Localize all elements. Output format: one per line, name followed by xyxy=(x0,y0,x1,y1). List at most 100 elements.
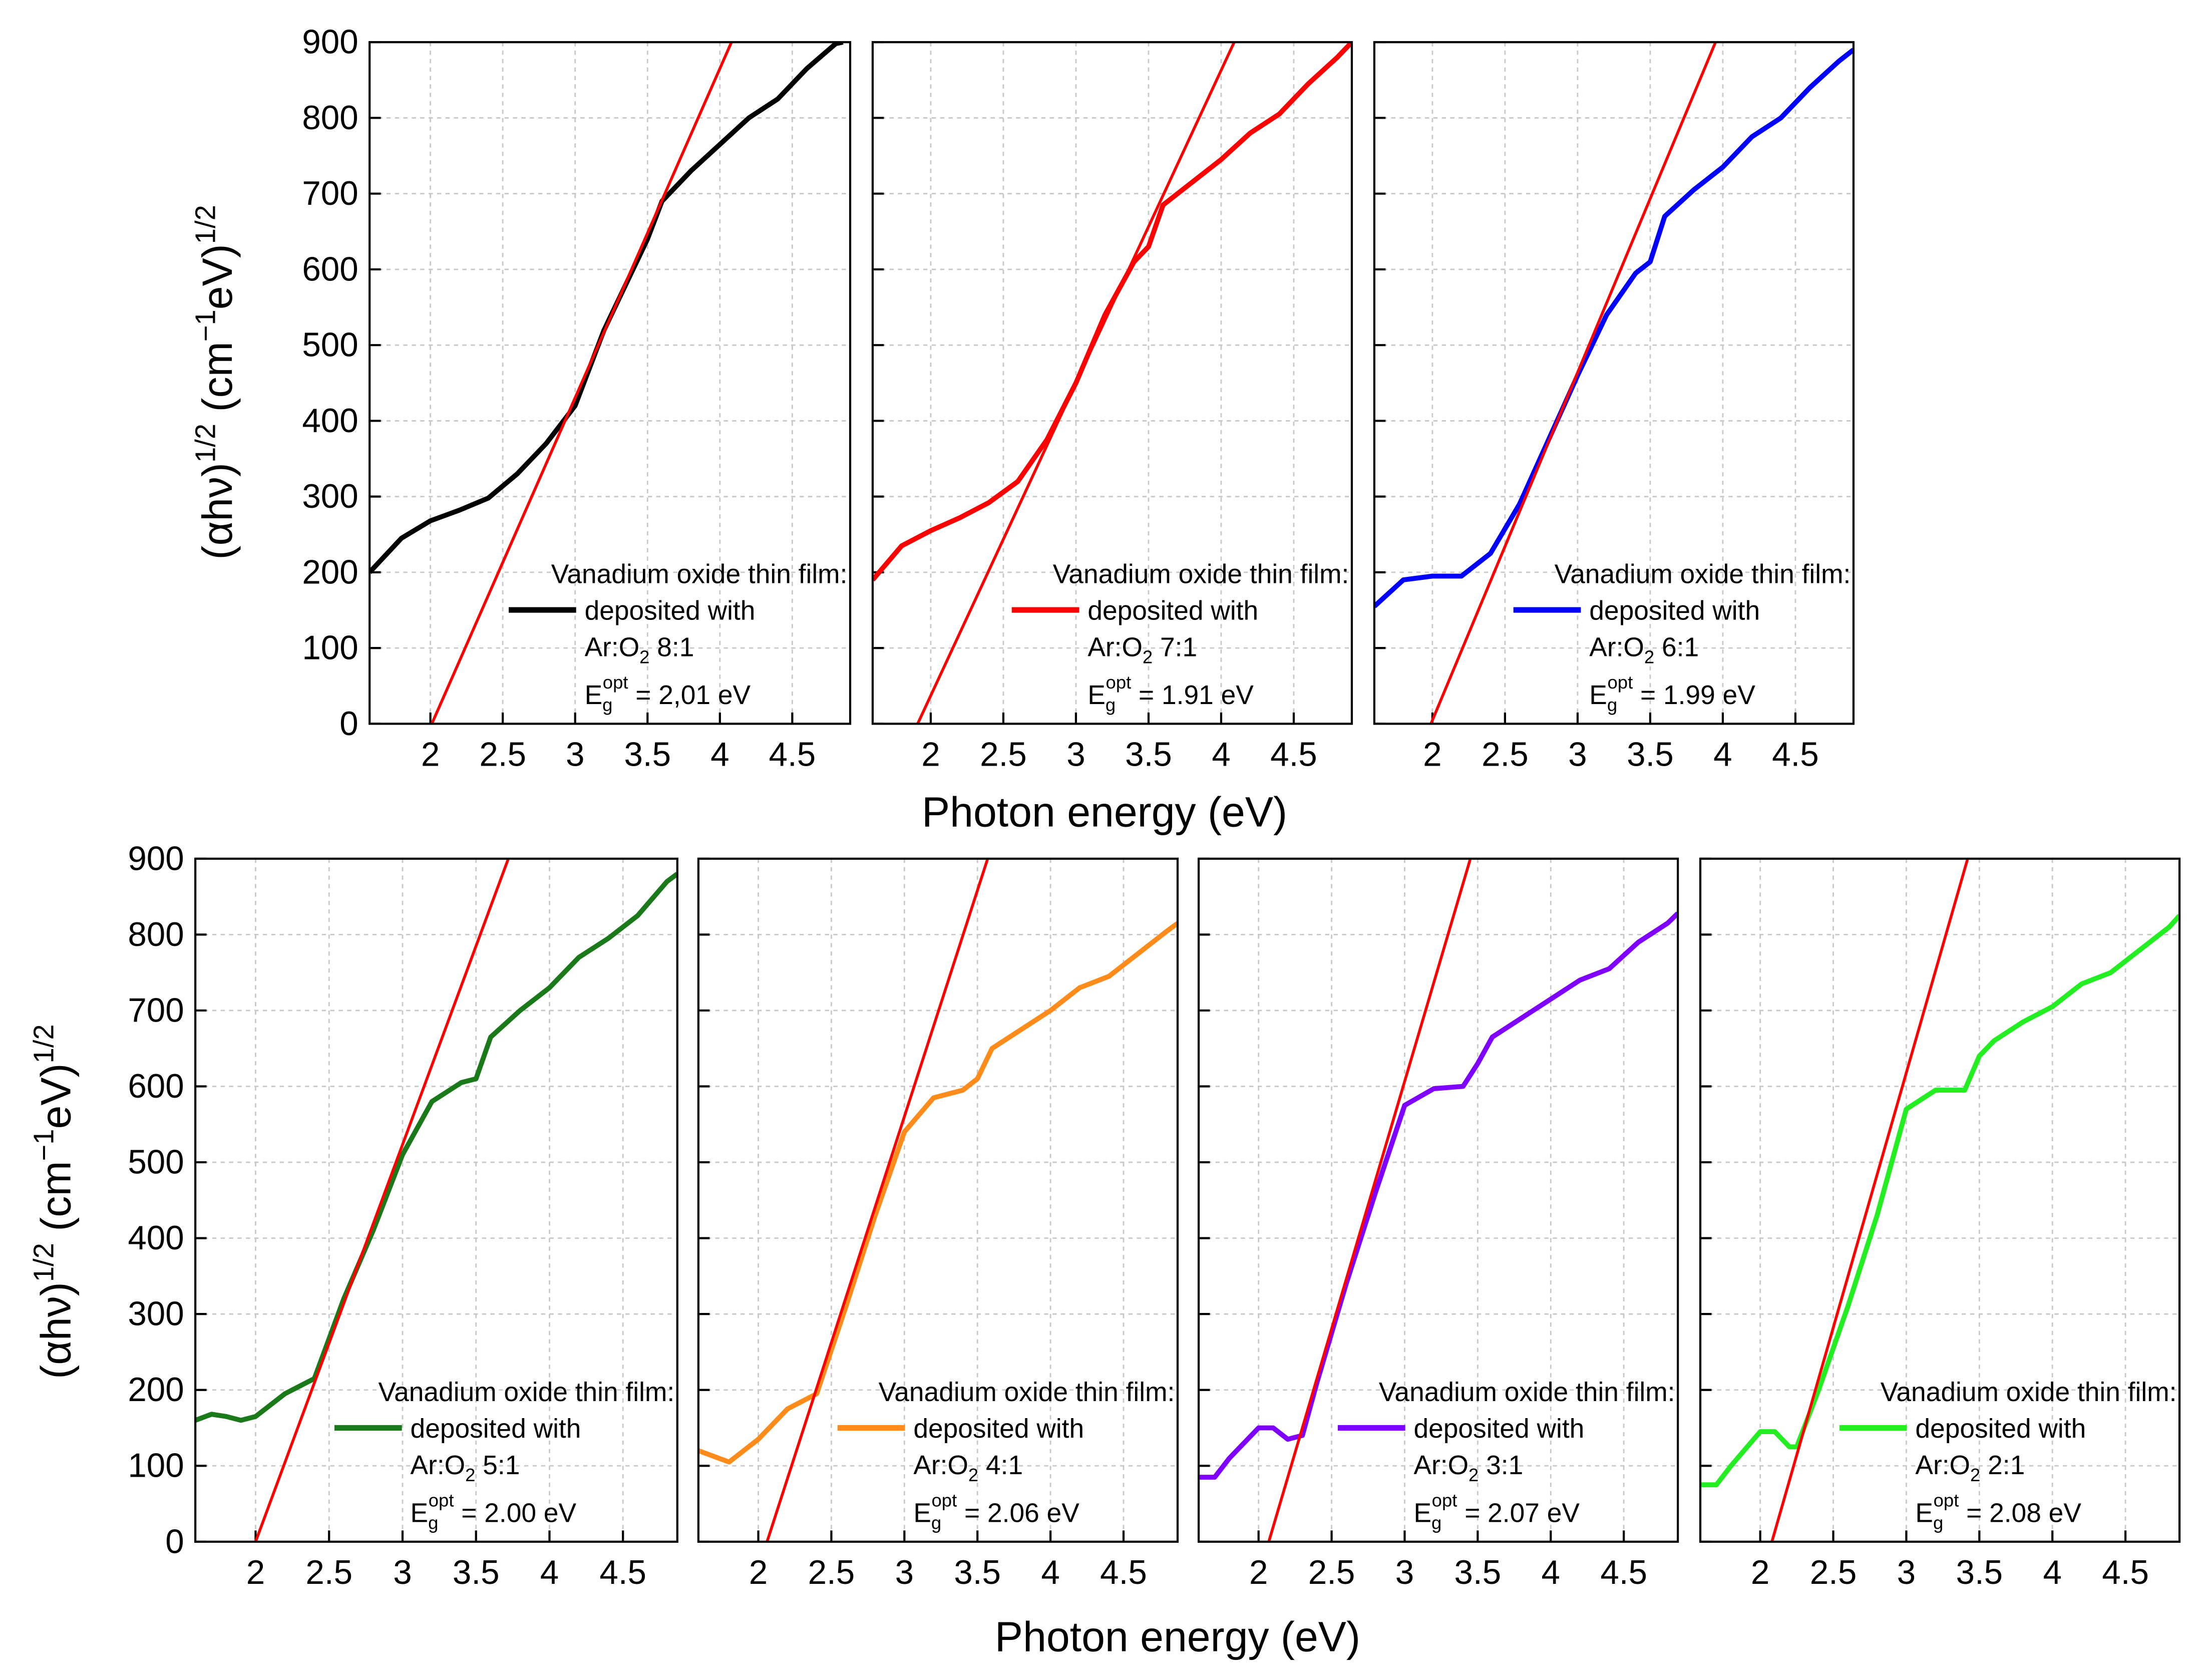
x-tick-label: 3.5 xyxy=(453,1554,500,1591)
x-tick-label: 3 xyxy=(566,736,584,774)
frame xyxy=(1699,857,2181,1543)
x-tick-label: 3.5 xyxy=(1125,736,1172,774)
legend-title: Vanadium oxide thin film: xyxy=(379,1378,675,1407)
annotation-part: opt xyxy=(932,1490,957,1511)
x-tick-label: 2 xyxy=(421,736,440,774)
x-tick-label: 3 xyxy=(895,1554,914,1591)
legend-text-part: 2 xyxy=(639,647,649,667)
legend-text-part: 2 xyxy=(1469,1465,1479,1485)
legend-text-part: Ar:O xyxy=(585,633,640,662)
annotation-part: E xyxy=(1087,681,1106,710)
x-tick-label: 2 xyxy=(1423,736,1441,774)
legend-title: Vanadium oxide thin film: xyxy=(879,1378,1175,1407)
legend-text-part: Ar:O xyxy=(411,1451,466,1480)
fit-line xyxy=(1770,858,1969,1542)
x-tick-label: 3.5 xyxy=(1454,1554,1502,1591)
annotation-part: E xyxy=(1915,1499,1933,1528)
x-tick-label: 4.5 xyxy=(599,1554,646,1591)
legend-text-part: 2:1 xyxy=(1980,1451,2025,1480)
legend-text-part: Ar:O xyxy=(1915,1451,1970,1480)
data-curve xyxy=(1199,911,1678,1480)
annotation-part: = 1.99 eV xyxy=(1633,681,1755,710)
x-tick-label: 2.5 xyxy=(980,736,1027,774)
y-tick-label: 900 xyxy=(302,24,358,61)
legend-text: deposited with xyxy=(1413,1414,1584,1444)
annotation-part: g xyxy=(1933,1513,1943,1533)
annotation-part: g xyxy=(1106,695,1116,715)
x-tick-label: 2.5 xyxy=(808,1554,855,1591)
legend-text-part: 4:1 xyxy=(978,1451,1023,1480)
y-tick-label: 200 xyxy=(128,1371,184,1409)
x-tick-label: 2.5 xyxy=(1482,736,1529,774)
y-tick-label: 600 xyxy=(302,250,358,288)
frame xyxy=(1197,857,1679,1543)
legend-text-part: 7:1 xyxy=(1153,633,1197,662)
y-tick-label: 700 xyxy=(128,991,184,1029)
x-tick-label: 4 xyxy=(540,1554,559,1591)
x-tick-label: 4 xyxy=(1542,1554,1560,1591)
legend-text-part: Ar:O xyxy=(1589,633,1644,662)
y-axis-label-part: (cm xyxy=(194,342,241,424)
x-tick-label: 4.5 xyxy=(769,736,816,774)
y-tick-label: 0 xyxy=(165,1523,184,1560)
x-tick-label: 2.5 xyxy=(305,1554,352,1591)
legend-text: Ar:O2 8:1 xyxy=(585,633,694,667)
y-tick-label: 200 xyxy=(302,553,358,591)
x-tick-label: 3 xyxy=(1897,1554,1916,1591)
data-curve xyxy=(1374,48,1854,608)
annotation-part: opt xyxy=(1432,1490,1457,1511)
annotation: Egopt = 1.91 eV xyxy=(1087,672,1254,715)
data-curve xyxy=(370,42,844,574)
legend-text: Ar:O2 4:1 xyxy=(913,1451,1023,1485)
fit-line xyxy=(766,858,989,1542)
annotation-part: = 2.07 eV xyxy=(1457,1499,1580,1528)
legend-text-part: 2 xyxy=(1970,1465,1980,1485)
annotation-part: g xyxy=(1607,695,1617,715)
annotation-part: = 1.91 eV xyxy=(1131,681,1254,710)
legend-text: deposited with xyxy=(1087,596,1258,626)
x-tick-label: 3.5 xyxy=(624,736,671,774)
y-axis-label-part: 1/2 xyxy=(189,205,221,244)
frame xyxy=(871,41,1353,725)
y-axis-label-part: 1/2 xyxy=(189,424,221,463)
x-tick-label: 4 xyxy=(2043,1554,2061,1591)
legend-text: deposited with xyxy=(585,596,756,626)
data-curve xyxy=(872,42,1352,582)
y-tick-label: 400 xyxy=(128,1219,184,1257)
annotation-part: g xyxy=(1431,1513,1441,1533)
x-tick-label: 3.5 xyxy=(1956,1554,2003,1591)
fit-line xyxy=(916,42,1236,724)
y-axis-label: (αhν)1/2 (cm−1eV)1/2 xyxy=(189,205,241,559)
legend-text: deposited with xyxy=(411,1414,581,1444)
y-tick-label: 400 xyxy=(302,402,358,440)
fit-line xyxy=(430,42,733,724)
y-tick-label: 300 xyxy=(302,478,358,515)
legend-text-part: Ar:O xyxy=(1413,1451,1469,1480)
legend-text-part: Ar:O xyxy=(1087,633,1143,662)
legend-text: deposited with xyxy=(1589,596,1760,626)
annotation-part: g xyxy=(931,1513,941,1533)
legend-text: deposited with xyxy=(1915,1414,2086,1444)
annotation: Egopt = 2.00 eV xyxy=(411,1490,577,1533)
x-tick-label: 4.5 xyxy=(1100,1554,1147,1591)
annotation-part: opt xyxy=(1934,1490,1959,1511)
y-axis-label-part: 1/2 xyxy=(28,1024,60,1063)
y-tick-label: 0 xyxy=(339,705,358,743)
annotation-part: g xyxy=(428,1513,438,1533)
legend-text: Ar:O2 3:1 xyxy=(1413,1451,1523,1485)
annotation-part: = 2.08 eV xyxy=(1959,1499,2081,1528)
annotation-part: opt xyxy=(1608,672,1633,693)
x-tick-label: 2 xyxy=(921,736,940,774)
x-tick-label: 4.5 xyxy=(1600,1554,1647,1591)
x-tick-label: 4.5 xyxy=(1270,736,1317,774)
y-axis-label-part: −1 xyxy=(28,1129,60,1161)
x-tick-label: 4 xyxy=(1212,736,1230,774)
annotation-part: E xyxy=(411,1499,429,1528)
frame xyxy=(1373,41,1855,725)
y-tick-label: 500 xyxy=(302,326,358,364)
y-tick-label: 600 xyxy=(128,1068,184,1105)
x-tick-label: 2 xyxy=(246,1554,265,1591)
y-tick-label: 100 xyxy=(128,1447,184,1485)
y-axis-label-part: eV) xyxy=(32,1063,79,1129)
legend-text-part: 8:1 xyxy=(649,633,694,662)
